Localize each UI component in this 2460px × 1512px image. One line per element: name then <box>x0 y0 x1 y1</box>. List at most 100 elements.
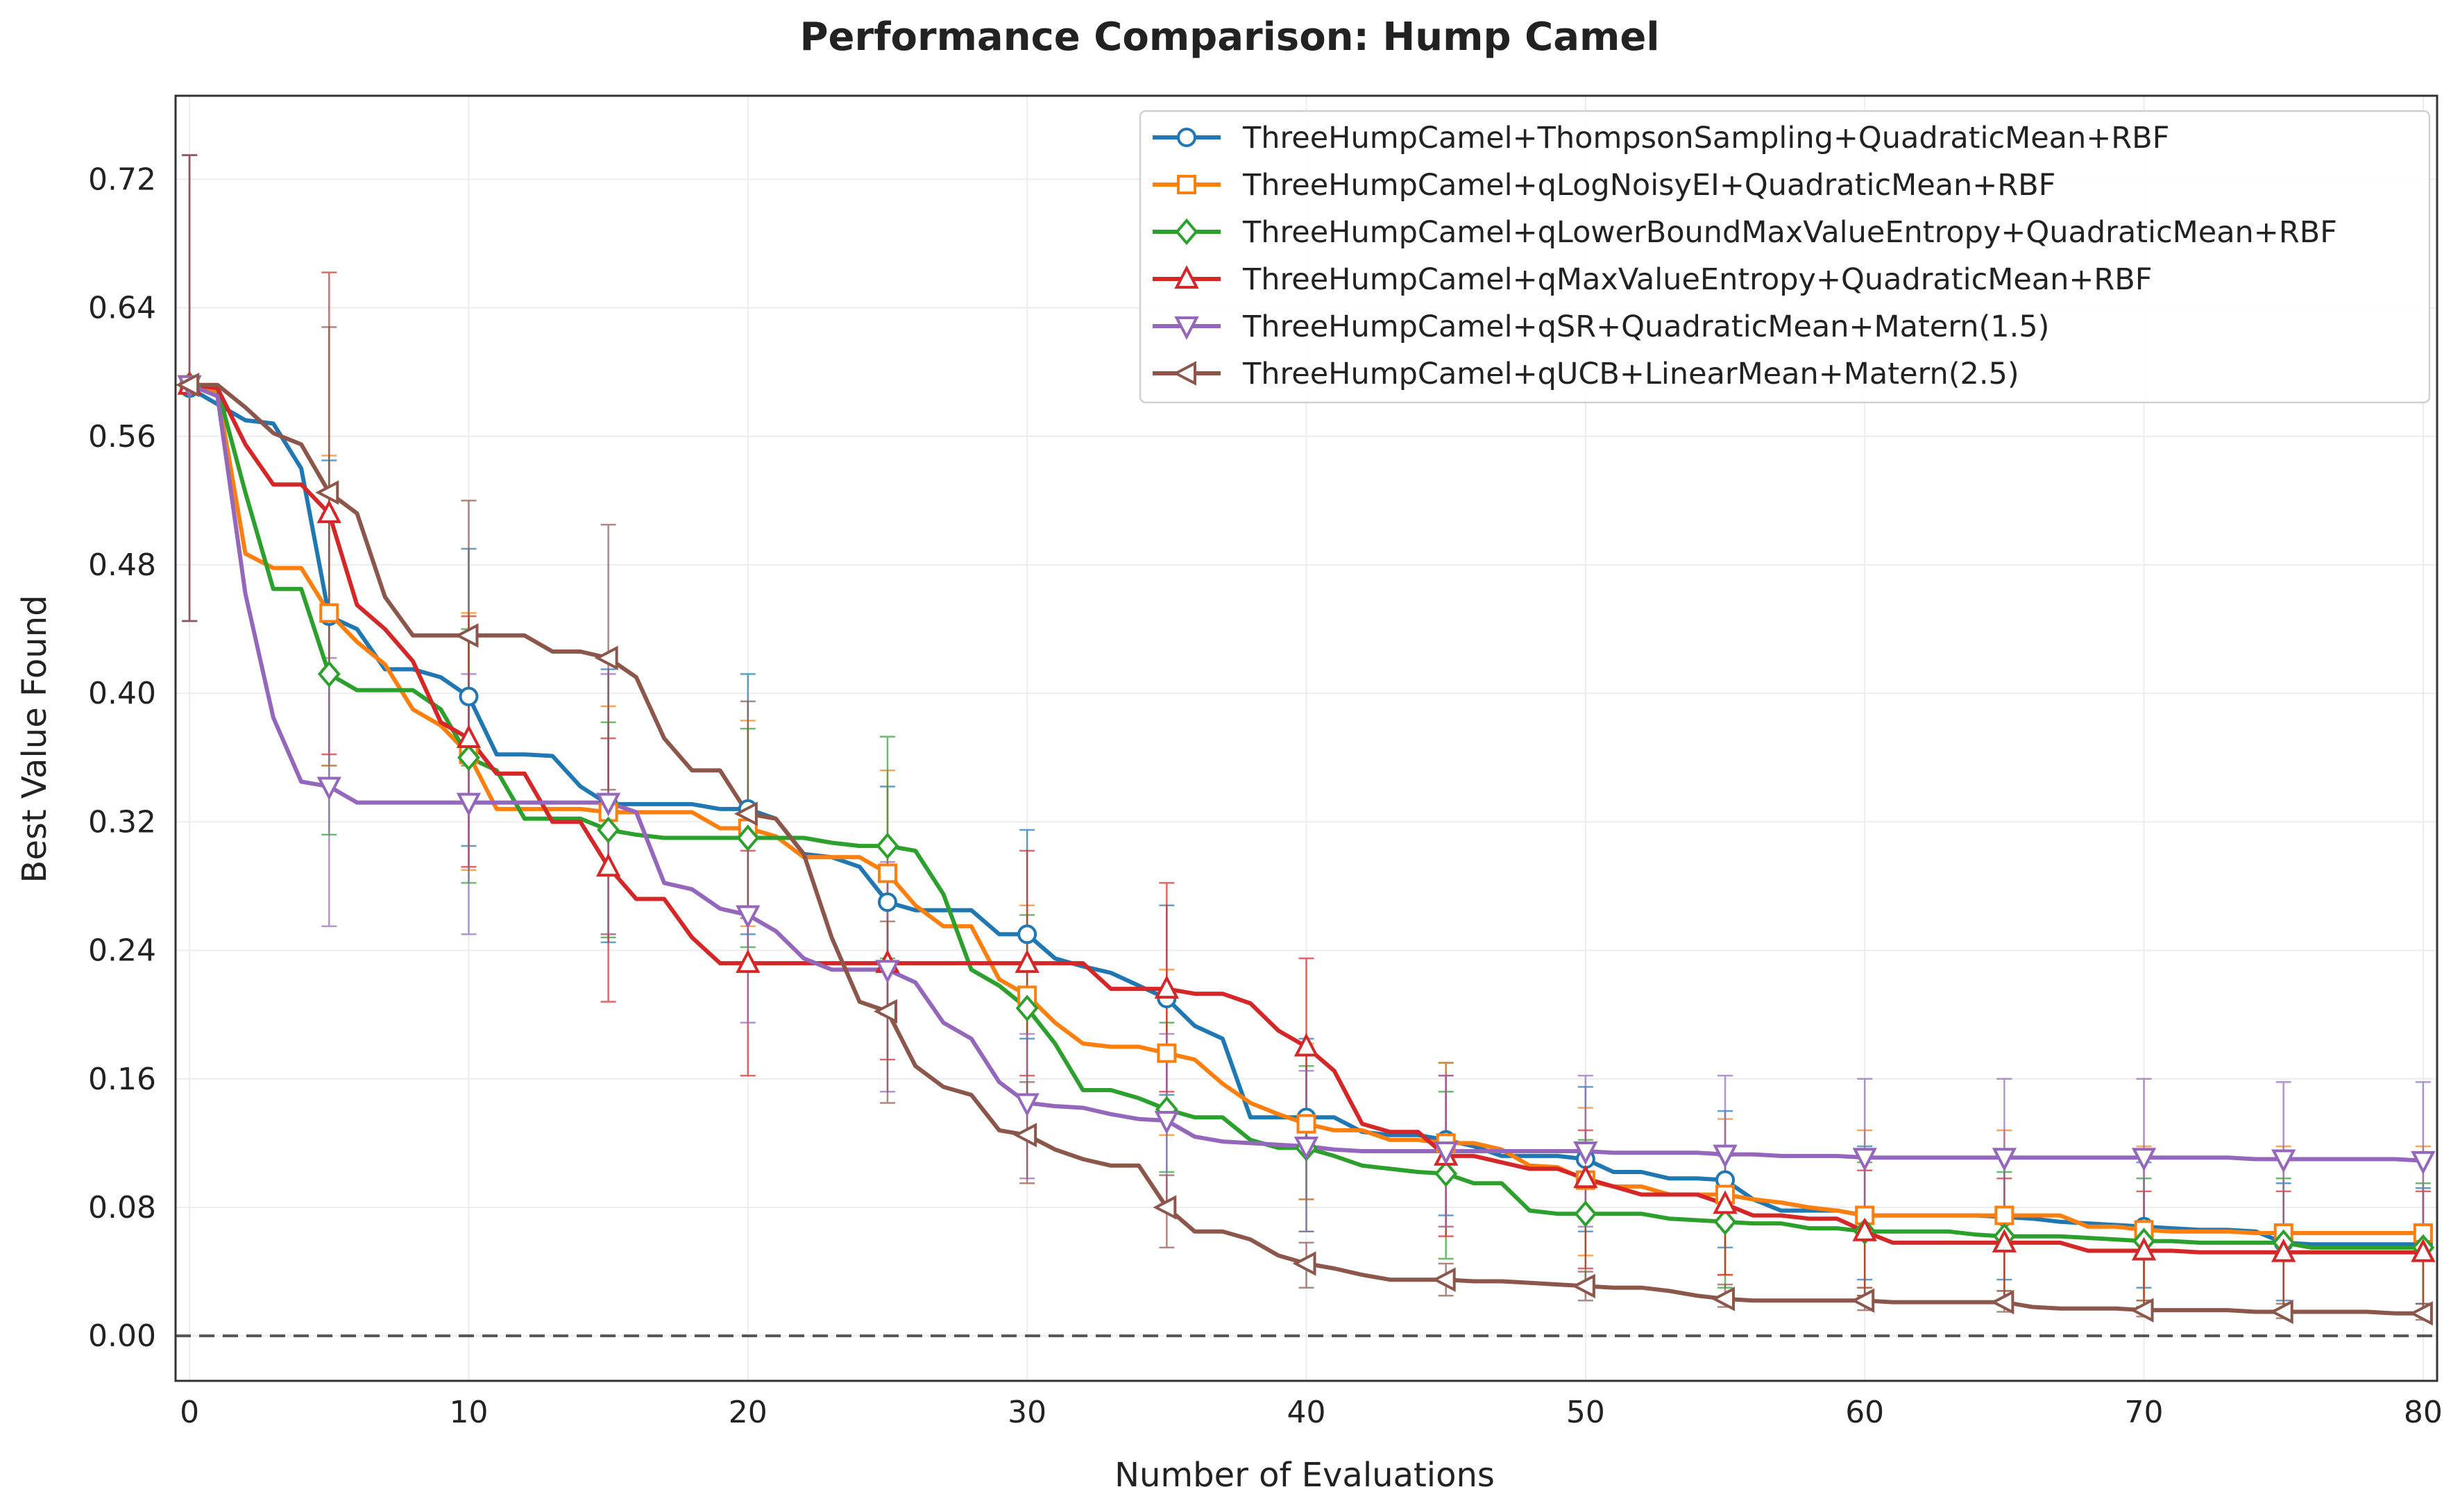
data-point-marker <box>2269 1299 2293 1325</box>
legend-label: ThreeHumpCamel+qMaxValueEntropy+Quadrati… <box>1242 262 2153 297</box>
data-point-marker <box>1711 1286 1736 1311</box>
data-point-marker <box>1574 1200 1597 1228</box>
data-point-marker <box>456 724 482 748</box>
data-point-marker <box>736 949 761 974</box>
x-tick-label: 20 <box>729 1395 767 1430</box>
data-point-marker <box>1990 1289 2014 1315</box>
data-point-marker <box>876 832 899 860</box>
axis-ticks: 0 10 20 30 40 50 60 70 80 0.00 0.08 0.16 0.24 0.32 0.4… <box>88 162 2443 1430</box>
y-tick-label: 0.00 <box>88 1318 156 1354</box>
data-point-marker <box>457 744 480 772</box>
chart-title: Performance Comparison: Hump Camel <box>799 15 1659 60</box>
plot-area-frame <box>174 94 2438 1382</box>
data-point-marker <box>1434 1160 1458 1187</box>
data-point-marker <box>1154 1110 1180 1135</box>
data-point-marker <box>1992 1228 2017 1252</box>
y-tick-label: 0.32 <box>88 804 156 840</box>
data-point-marker <box>1573 1164 1598 1189</box>
legend-marker <box>1174 316 1199 340</box>
data-point-marker <box>2271 1149 2296 1173</box>
data-point-marker <box>1015 1093 1040 1117</box>
legend-entry: ThreeHumpCamel+qLowerBoundMaxValueEntrop… <box>1153 215 2337 250</box>
data-point-marker <box>1154 975 1180 999</box>
data-point-marker <box>316 499 341 523</box>
y-tick-label: 0.40 <box>88 676 156 711</box>
data-point-marker <box>736 824 760 851</box>
data-point-marker <box>1017 924 1037 944</box>
data-point-marker <box>736 905 761 929</box>
legend-entry: ThreeHumpCamel+qSR+QuadraticMean+Matern(… <box>1153 309 2049 344</box>
data-point-marker <box>1157 1043 1177 1063</box>
legend-marker <box>1177 175 1196 194</box>
data-point-marker <box>1013 1123 1037 1148</box>
data-point-marker <box>2411 1150 2436 1175</box>
data-point-marker <box>459 686 479 706</box>
data-point-marker <box>1432 1267 1456 1292</box>
data-point-marker <box>1852 1148 1877 1172</box>
data-point-marker <box>2131 1237 2157 1261</box>
legend-box <box>1139 110 2431 404</box>
data-point-marker <box>2131 1148 2157 1172</box>
legend-marker <box>1175 218 1198 246</box>
data-point-marker <box>1994 1205 2014 1225</box>
legend-label: ThreeHumpCamel+ThompsonSampling+Quadrati… <box>1242 121 2169 155</box>
y-tick-label: 0.16 <box>88 1062 156 1097</box>
x-tick-label: 80 <box>2404 1395 2443 1430</box>
data-point-marker <box>2411 1238 2436 1262</box>
data-point-marker <box>2130 1298 2154 1323</box>
legend-entry: ThreeHumpCamel+qMaxValueEntropy+Quadrati… <box>1153 262 2153 297</box>
data-point-marker <box>1713 1190 1738 1214</box>
legend-label: ThreeHumpCamel+qLowerBoundMaxValueEntrop… <box>1242 215 2337 250</box>
data-point-marker <box>877 863 897 883</box>
data-point-marker <box>1153 1195 1177 1220</box>
x-tick-label: 0 <box>180 1395 199 1430</box>
data-point-marker <box>1713 1208 1737 1236</box>
legend-entry: ThreeHumpCamel+qUCB+LinearMean+Matern(2.… <box>1153 357 2019 391</box>
data-point-marker <box>1293 1137 1319 1160</box>
data-point-marker <box>2271 1238 2296 1262</box>
data-point-marker <box>595 792 621 817</box>
data-point-marker <box>317 661 341 688</box>
data-point-marker <box>1573 1141 1598 1165</box>
x-tick-label: 70 <box>2125 1395 2164 1430</box>
y-tick-label: 0.56 <box>88 419 156 455</box>
data-point-marker <box>456 792 482 817</box>
data-point-marker <box>1852 1217 1877 1241</box>
series-markers <box>176 371 2436 1326</box>
x-tick-label: 40 <box>1287 1395 1326 1430</box>
legend-entry: ThreeHumpCamel+qLogNoisyEI+QuadraticMean… <box>1153 168 2055 203</box>
data-point-marker <box>455 623 479 648</box>
x-tick-label: 10 <box>449 1395 488 1430</box>
data-point-marker <box>176 373 200 398</box>
data-point-marker <box>315 480 339 505</box>
data-point-marker <box>1433 1141 1459 1165</box>
x-tick-label: 60 <box>1845 1395 1884 1430</box>
data-point-marker <box>319 603 339 623</box>
data-point-marker <box>1015 994 1039 1022</box>
x-tick-label: 50 <box>1566 1395 1605 1430</box>
legend-marker <box>1174 265 1199 289</box>
legend-marker <box>1173 361 1196 386</box>
data-point-marker <box>2409 1301 2433 1326</box>
x-axis-label: Number of Evaluations <box>1114 1456 1495 1495</box>
y-tick-label: 0.24 <box>88 933 156 969</box>
legend-entry: ThreeHumpCamel+ThompsonSampling+Quadrati… <box>1153 121 2169 155</box>
data-point-marker <box>877 892 897 912</box>
data-point-marker <box>595 853 621 877</box>
data-point-marker <box>1015 949 1040 974</box>
y-tick-label: 0.08 <box>88 1190 156 1225</box>
data-point-marker <box>594 645 618 670</box>
legend-marker <box>1177 128 1196 147</box>
data-point-marker <box>874 999 897 1024</box>
data-point-marker <box>1851 1288 1875 1313</box>
data-point-marker <box>597 816 620 844</box>
y-tick-label: 0.72 <box>88 162 156 197</box>
y-tick-label: 0.48 <box>88 547 156 583</box>
data-point-marker <box>1293 1033 1319 1057</box>
data-point-marker <box>1296 1114 1316 1134</box>
legend-label: ThreeHumpCamel+qSR+QuadraticMean+Matern(… <box>1242 309 2049 344</box>
data-point-marker <box>1571 1273 1595 1299</box>
x-tick-label: 30 <box>1008 1395 1046 1430</box>
y-axis-label: Best Value Found <box>15 595 54 883</box>
